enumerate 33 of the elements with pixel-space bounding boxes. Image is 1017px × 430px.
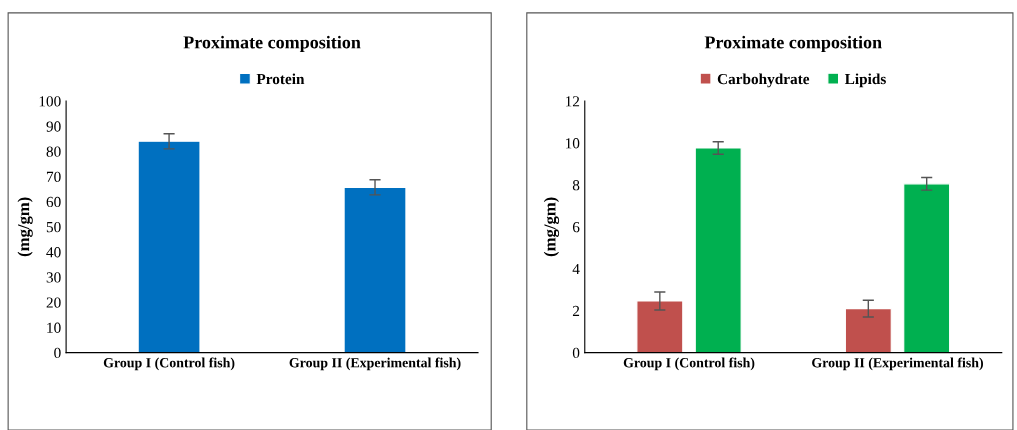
y-tick-label: 50 bbox=[46, 221, 61, 233]
x-tick-label: Group I (Control fish) bbox=[103, 357, 235, 371]
y-tick-label: 10 bbox=[565, 138, 580, 149]
bar bbox=[844, 308, 892, 353]
chart-title: Proximate composition bbox=[704, 35, 882, 53]
bar bbox=[694, 147, 742, 353]
y-tick-label: 0 bbox=[572, 347, 580, 359]
bar bbox=[636, 300, 684, 353]
y-tick-label: 2 bbox=[572, 305, 580, 316]
y-tick-label: 80 bbox=[46, 146, 61, 157]
y-tick-label: 12 bbox=[565, 96, 580, 107]
bar bbox=[903, 183, 951, 353]
legend-label: Carbohydrate bbox=[717, 73, 810, 88]
x-tick-label: Group II (Experimental fish) bbox=[812, 357, 983, 371]
y-tick-label: 70 bbox=[46, 171, 61, 182]
legend-label: Protein bbox=[256, 73, 305, 85]
y-tick-label: 0 bbox=[54, 347, 61, 359]
y-axis-title: (mg/gm) bbox=[543, 197, 560, 257]
x-tick-label: Group I (Control fish) bbox=[623, 357, 755, 371]
y-tick-label: 8 bbox=[572, 180, 580, 191]
y-tick-label: 100 bbox=[39, 96, 61, 107]
y-tick-label: 4 bbox=[572, 263, 580, 275]
chart-title: Proximate composition bbox=[183, 35, 361, 53]
y-tick-label: 40 bbox=[46, 247, 61, 258]
y-axis-title: (mg/gm) bbox=[17, 197, 33, 257]
y-tick-label: 20 bbox=[46, 297, 61, 308]
y-tick-label: 60 bbox=[46, 196, 61, 208]
y-tick-label: 10 bbox=[47, 322, 61, 333]
y-tick-label: 30 bbox=[46, 272, 61, 283]
y-tick-label: 90 bbox=[46, 121, 61, 132]
y-tick-label: 6 bbox=[572, 222, 580, 233]
x-tick-label: Group II (Experimental fish) bbox=[289, 357, 461, 371]
legend-label: Lipids bbox=[844, 73, 886, 88]
